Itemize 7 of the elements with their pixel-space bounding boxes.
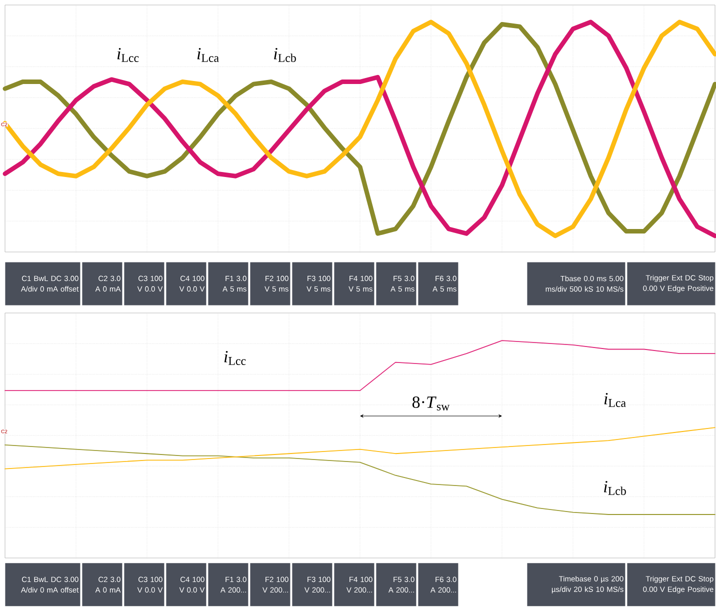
series-label: i$_{Lca}$ [604, 393, 626, 407]
series-label: i$_{Lcc}$ [224, 351, 246, 365]
annotation: 8·T$_{sw}$ [412, 396, 450, 410]
series-label: i$_{Lcb}$ [604, 481, 626, 495]
series-label: i$_{Lcc}$ [117, 48, 139, 62]
series-label: i$_{Lca}$ [197, 48, 219, 62]
series-label: i$_{Lcb}$ [274, 48, 296, 62]
